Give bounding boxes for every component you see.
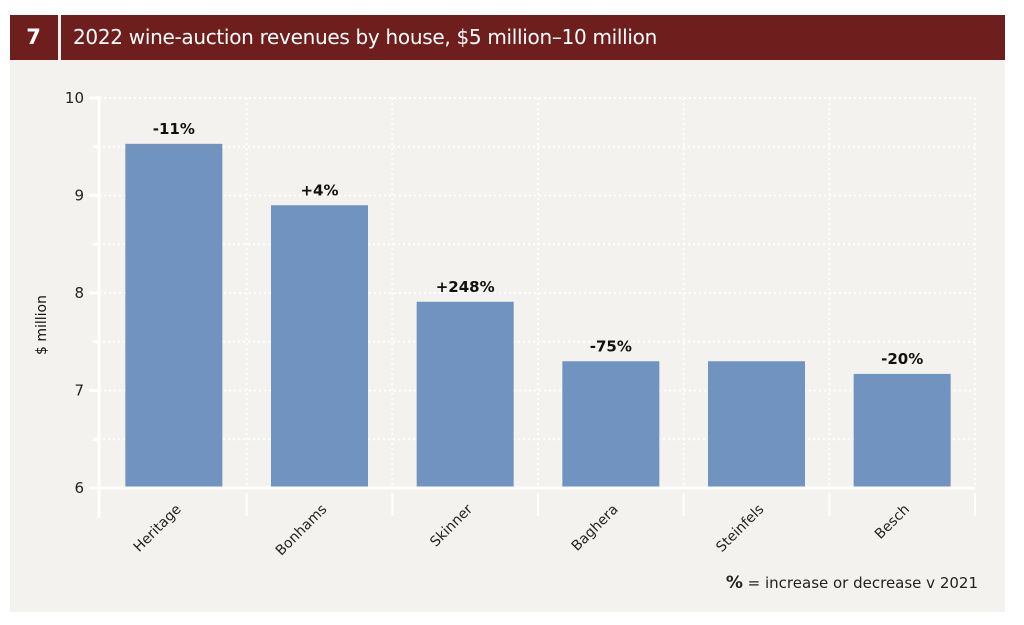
footnote: % = increase or decrease v 2021 bbox=[726, 573, 978, 593]
bar-heritage bbox=[125, 143, 223, 488]
y-tick-label: 9 bbox=[74, 187, 84, 205]
x-tick-label: Steinfels bbox=[713, 502, 767, 556]
x-tick-label: Heritage bbox=[131, 502, 185, 556]
header-divider bbox=[58, 15, 61, 60]
bar-steinfels bbox=[708, 361, 805, 488]
bar-bonhams bbox=[271, 205, 368, 488]
x-tick-label: Baghera bbox=[569, 502, 622, 555]
x-tick-label: Bonhams bbox=[273, 502, 331, 560]
chart-header: 7 2022 wine-auction revenues by house, $… bbox=[10, 15, 1005, 60]
data-label: -20% bbox=[881, 350, 923, 368]
y-tick-label: 8 bbox=[74, 284, 84, 302]
y-axis-label: $ million bbox=[34, 295, 50, 355]
data-label: +4% bbox=[300, 181, 338, 199]
footnote-symbol: % bbox=[725, 573, 743, 593]
footnote-text: = increase or decrease v 2021 bbox=[742, 574, 978, 592]
bar-baghera bbox=[562, 361, 660, 488]
y-tick-label: 6 bbox=[74, 479, 84, 497]
bar-skinner bbox=[416, 301, 514, 488]
x-tick-label: Besch bbox=[872, 502, 913, 543]
data-label: -75% bbox=[590, 337, 632, 355]
bar-besch bbox=[853, 373, 951, 488]
data-label: -11% bbox=[153, 120, 195, 138]
y-tick-label: 7 bbox=[74, 382, 84, 400]
chart-number: 7 bbox=[26, 25, 41, 49]
chart-title: 2022 wine-auction revenues by house, $5 … bbox=[73, 25, 657, 49]
x-tick-label: Skinner bbox=[427, 501, 476, 550]
y-tick-label: 10 bbox=[65, 89, 84, 107]
data-label: +248% bbox=[436, 278, 495, 296]
